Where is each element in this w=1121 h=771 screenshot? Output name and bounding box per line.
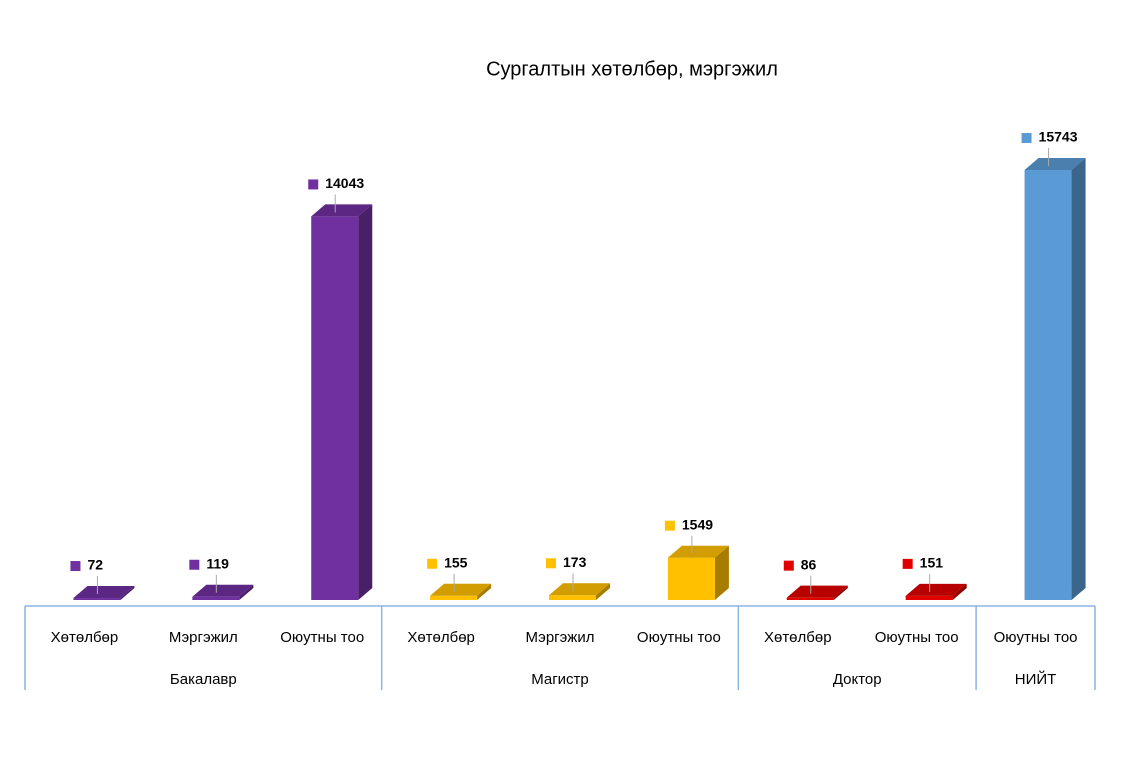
category-label: Оюутны тоо [280,629,364,646]
category-label: Оюутны тоо [994,629,1078,646]
category-label: Оюутны тоо [637,629,721,646]
bar-top-shade [905,583,967,596]
bar-side-shade [833,585,848,600]
chart-title: Сургалтын хөтөлбөр, мэргэжил [486,58,778,80]
bar-side-shade [596,583,610,600]
bar-top-shade [73,586,135,599]
data-label: 155 [444,554,468,570]
bar-top [192,584,254,597]
bar-side [477,583,492,600]
bar-side [1071,158,1086,600]
data-label: 86 [801,556,817,572]
category-label: Мэргэжил [526,629,595,646]
bar-side [714,545,729,600]
bar-side [120,586,135,600]
bar-side-shade [120,586,135,600]
bar-side-shade [1071,158,1086,600]
bar-side-shade [239,584,254,600]
label-marker [664,520,675,531]
bar-side [833,585,848,600]
data-label: 15743 [1039,129,1078,145]
bar-top-shade [667,545,729,558]
bar [311,216,359,600]
group-label: Бакалавр [170,671,237,688]
data-label: 173 [563,554,587,570]
bar-top [905,583,967,596]
bar [1024,170,1072,600]
label-marker [546,558,556,569]
label-marker [1021,133,1032,143]
category-label: Хөтөлбөр [407,629,475,646]
bar [430,595,478,600]
data-label: 1549 [682,516,713,532]
bar-side [239,584,254,600]
bar-side-shade [477,583,492,600]
bar-top [1024,158,1086,170]
label-marker [70,561,81,572]
category-label: Мэргэжил [169,629,238,646]
data-label: 14043 [325,175,364,191]
bar-top-shade [430,583,492,596]
bar-top [549,583,610,596]
category-label: Хөтөлбөр [764,629,832,646]
group-label: Доктор [833,671,882,688]
bar [549,595,596,600]
group-label: НИЙТ [1015,670,1057,688]
bar-top [786,585,848,598]
bar-top-shade [786,585,848,598]
label-marker [308,179,319,190]
bar-top [667,545,729,558]
bar-top-shade [549,583,610,596]
data-label: 72 [87,557,103,573]
category-label: Оюутны тоо [875,629,959,646]
label-marker [902,558,913,569]
bar-side [596,583,610,600]
group-label: Магистр [531,671,589,688]
bar-side [952,583,967,600]
bar-top-shade [192,584,254,597]
bar-side-shade [358,204,373,600]
bar-side [358,204,373,600]
bar-top [311,204,373,217]
bar-top [73,586,135,599]
bar [786,597,834,600]
category-label: Хөтөлбөр [51,629,119,646]
bar-top-shade [1024,158,1086,170]
label-marker [783,560,794,571]
data-label: 119 [206,555,229,571]
bar-side-shade [952,583,967,600]
bar [667,557,715,600]
bar [192,596,240,600]
bar-top-shade [311,204,373,217]
bar-top [430,583,492,596]
label-marker [427,558,438,569]
data-label: 151 [920,555,944,571]
bar [905,595,953,600]
bar-side-shade [714,545,729,600]
bar [73,598,121,600]
label-marker [189,559,200,570]
